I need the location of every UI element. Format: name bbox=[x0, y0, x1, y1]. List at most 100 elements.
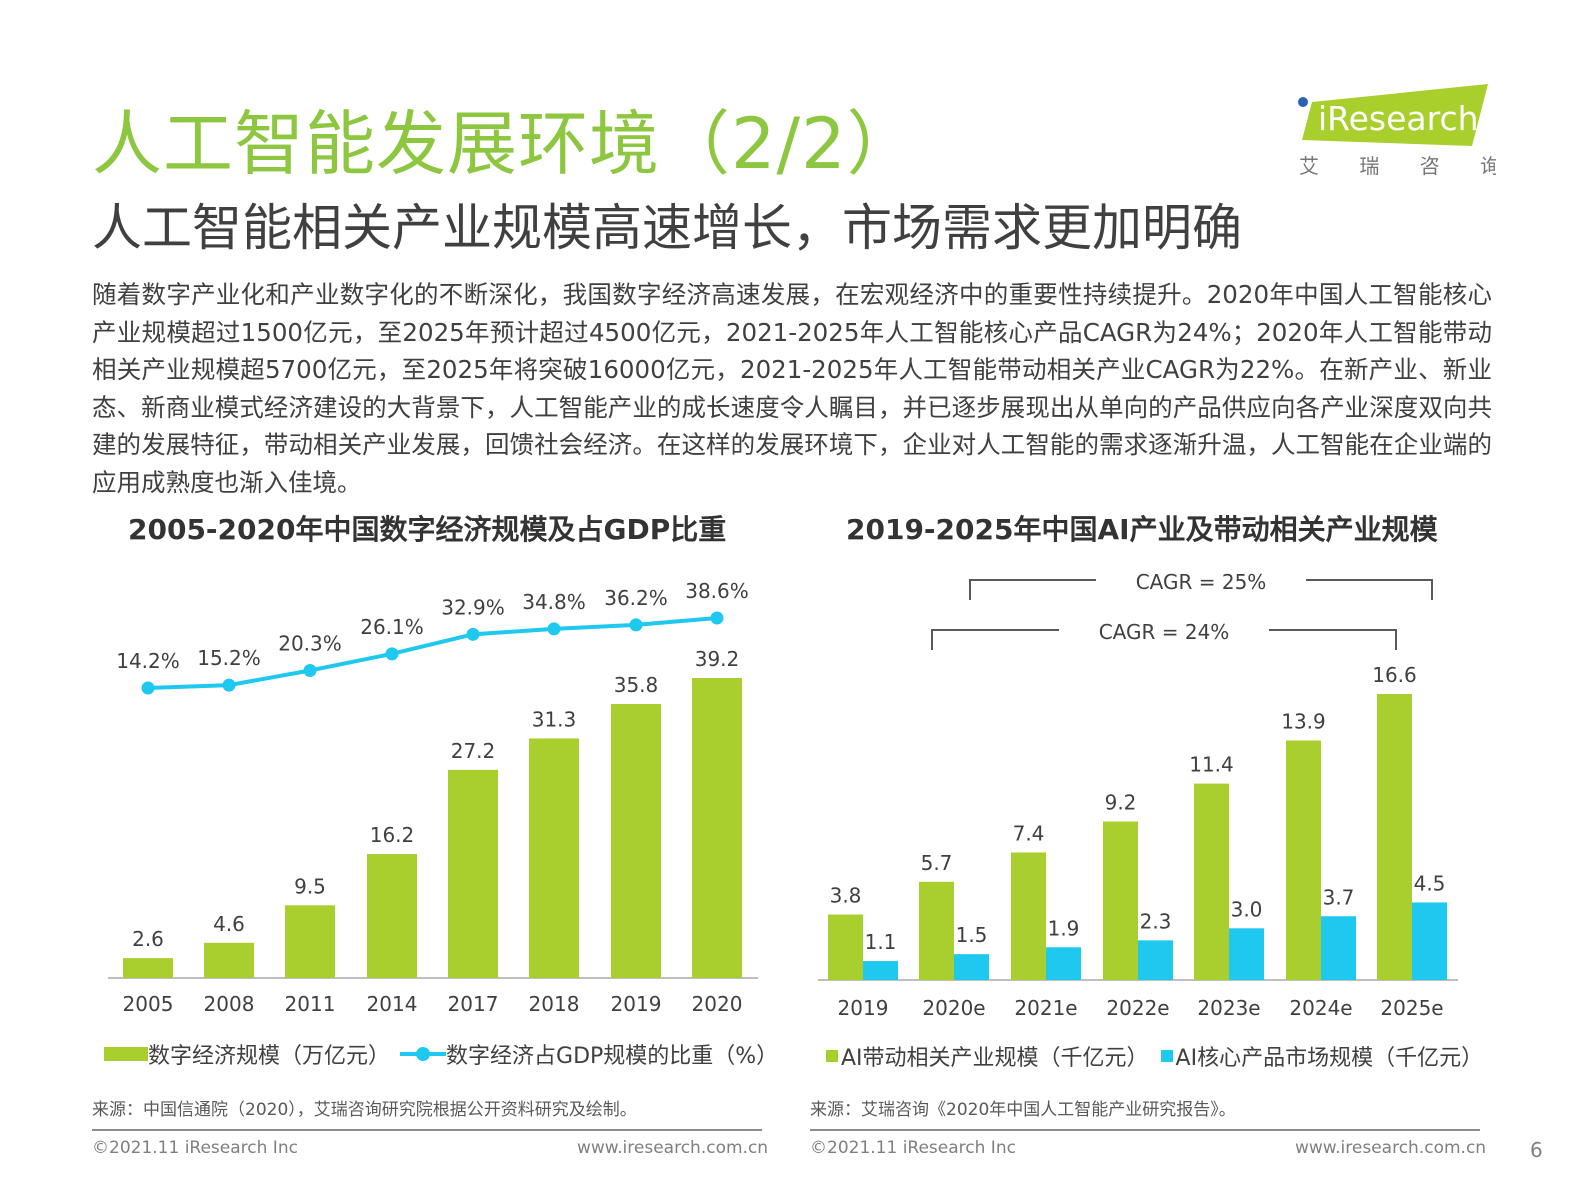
logo-cn: 艾 瑞 咨 询 bbox=[1299, 154, 1496, 178]
x-tick-label: 2022e bbox=[1106, 996, 1169, 1020]
page-subtitle: 人工智能相关产业规模高速增长，市场需求更加明确 bbox=[92, 199, 1242, 257]
line-value-label: 32.9% bbox=[441, 595, 505, 619]
bar-value-label: 9.2 bbox=[1105, 790, 1137, 814]
bar-related-industry bbox=[919, 881, 954, 980]
x-tick-label: 2011 bbox=[285, 992, 336, 1016]
line-value-label: 38.6% bbox=[685, 579, 749, 603]
bar-value-label: 39.2 bbox=[695, 647, 740, 671]
x-tick-label: 2017 bbox=[448, 992, 499, 1016]
x-tick-label: 2019 bbox=[838, 996, 889, 1020]
line-point bbox=[466, 627, 480, 641]
cagr-bracket bbox=[1306, 579, 1433, 600]
bar-value-label: 31.3 bbox=[532, 707, 577, 731]
bar bbox=[123, 958, 173, 978]
x-tick-label: 2023e bbox=[1197, 996, 1260, 1020]
line-point bbox=[547, 622, 561, 636]
cagr-label: CAGR = 25% bbox=[1136, 570, 1267, 594]
bar-value-label: 7.4 bbox=[1013, 822, 1045, 846]
page-number: 6 bbox=[1530, 1138, 1543, 1162]
legend-swatch-bar bbox=[104, 1047, 148, 1061]
body-paragraph: 随着数字产业化和产业数字化的不断深化，我国数字经济高速发展，在宏观经济中的重要性… bbox=[92, 280, 1492, 497]
bar-value-label: 16.2 bbox=[370, 823, 415, 847]
bar-value-label: 11.4 bbox=[1189, 753, 1234, 777]
footer-url: www.iresearch.com.cn bbox=[1295, 1138, 1487, 1158]
chart1-legend: 数字经济规模（万亿元） 数字经济占GDP规模的比重（%） bbox=[104, 1038, 778, 1070]
legend-swatch-green bbox=[826, 1050, 838, 1062]
bar-value-label: 1.1 bbox=[865, 930, 897, 954]
line-value-label: 34.8% bbox=[522, 590, 586, 614]
x-tick-label: 2024e bbox=[1289, 996, 1352, 1020]
chart1-title: 2005-2020年中国数字经济规模及占GDP比重 bbox=[128, 513, 727, 546]
x-tick-label: 2014 bbox=[367, 992, 418, 1016]
legend-label: AI核心产品市场规模（千亿元） bbox=[1175, 1046, 1484, 1071]
cagr-bracket bbox=[1269, 629, 1397, 650]
bar-value-label: 9.5 bbox=[294, 874, 326, 898]
iresearch-logo: iResearch 艾 瑞 咨 询 bbox=[1296, 82, 1500, 182]
bar-value-label: 1.5 bbox=[956, 923, 988, 947]
chart2-legend: AI带动相关产业规模（千亿元） AI核心产品市场规模（千亿元） bbox=[826, 1040, 1483, 1072]
bar bbox=[692, 678, 742, 978]
bar bbox=[448, 769, 498, 978]
legend-swatch-blue bbox=[1160, 1050, 1173, 1062]
footer-copyright: ©2021.11 iResearch Inc bbox=[810, 1138, 1016, 1158]
bar-value-label: 3.0 bbox=[1231, 897, 1263, 921]
line-point bbox=[710, 611, 724, 625]
bar bbox=[204, 942, 254, 978]
bar-value-label: 5.7 bbox=[921, 851, 953, 875]
bar-value-label: 3.7 bbox=[1323, 885, 1355, 909]
bar-value-label: 2.6 bbox=[132, 927, 164, 951]
x-tick-label: 2005 bbox=[123, 992, 174, 1016]
bar-core-product bbox=[1229, 928, 1264, 980]
bar-value-label: 3.8 bbox=[830, 884, 862, 908]
footer-divider bbox=[92, 1129, 762, 1131]
x-tick-label: 2018 bbox=[529, 992, 580, 1016]
cagr-bracket bbox=[969, 579, 1096, 600]
bar bbox=[367, 854, 417, 978]
cagr-bracket bbox=[931, 629, 1059, 650]
chart1-plot: 2.6 2005 4.6 2008 9.5 2011 16.2 2014 27.2 2017 31.… bbox=[108, 579, 758, 1016]
chart2-plot: 3.81.1 2019 5.7 1.5 2020e 7.4 1.9 2021e 9.2 2.3 20… bbox=[818, 570, 1458, 1020]
footer-url: www.iresearch.com.cn bbox=[577, 1138, 769, 1158]
chart2-source: 来源：艾瑞咨询《2020年中国人工智能产业研究报告》。 bbox=[810, 1100, 1236, 1120]
footer-copyright: ©2021.11 iResearch Inc bbox=[92, 1138, 298, 1158]
line-point bbox=[629, 618, 643, 632]
chart1-source: 来源：中国信通院（2020），艾瑞咨询研究院根据公开资料研究及绘制。 bbox=[92, 1100, 637, 1120]
x-tick-label: 2021e bbox=[1014, 996, 1077, 1020]
line-series bbox=[147, 615, 718, 690]
logo-graphic: iResearch 艾 瑞 咨 询 bbox=[1298, 84, 1500, 178]
chart2-title: 2019-2025年中国AI产业及带动相关产业规模 bbox=[846, 513, 1438, 546]
bar-related-industry bbox=[1377, 694, 1412, 980]
line-point bbox=[141, 681, 155, 695]
bar bbox=[611, 704, 661, 978]
bar-core-product bbox=[1412, 902, 1447, 980]
footer-divider bbox=[810, 1129, 1480, 1131]
bar-value-label: 4.5 bbox=[1414, 871, 1446, 895]
x-tick-label: 2025e bbox=[1380, 996, 1443, 1020]
bar-related-industry bbox=[1011, 852, 1046, 980]
line-value-label: 26.1% bbox=[360, 615, 424, 639]
bar-core-product bbox=[954, 954, 989, 980]
bar-value-label: 4.6 bbox=[213, 912, 245, 936]
line-point bbox=[303, 663, 317, 677]
bar-value-label: 27.2 bbox=[451, 739, 496, 763]
line-point bbox=[385, 647, 399, 661]
bar-core-product bbox=[863, 961, 898, 980]
line-value-label: 14.2% bbox=[116, 649, 180, 673]
legend-label: 数字经济规模（万亿元） bbox=[148, 1044, 391, 1069]
bar-core-product bbox=[1046, 947, 1081, 980]
legend-label: 数字经济占GDP规模的比重（%） bbox=[446, 1044, 779, 1069]
bar-related-industry bbox=[828, 914, 863, 980]
bar-value-label: 35.8 bbox=[614, 673, 659, 697]
line-value-label: 36.2% bbox=[604, 586, 668, 610]
bar-value-label: 16.6 bbox=[1372, 663, 1417, 687]
logo-text: iResearch bbox=[1318, 99, 1479, 138]
bar-value-label: 13.9 bbox=[1281, 710, 1326, 734]
line-point bbox=[222, 678, 236, 692]
bar-value-label: 1.9 bbox=[1048, 916, 1080, 940]
legend-label: AI带动相关产业规模（千亿元） bbox=[841, 1046, 1149, 1071]
bar-related-industry bbox=[1286, 740, 1321, 980]
bar-core-product bbox=[1138, 940, 1173, 980]
bar bbox=[529, 738, 579, 978]
bar-related-industry bbox=[1194, 783, 1229, 980]
legend-swatch-line bbox=[400, 1047, 447, 1061]
